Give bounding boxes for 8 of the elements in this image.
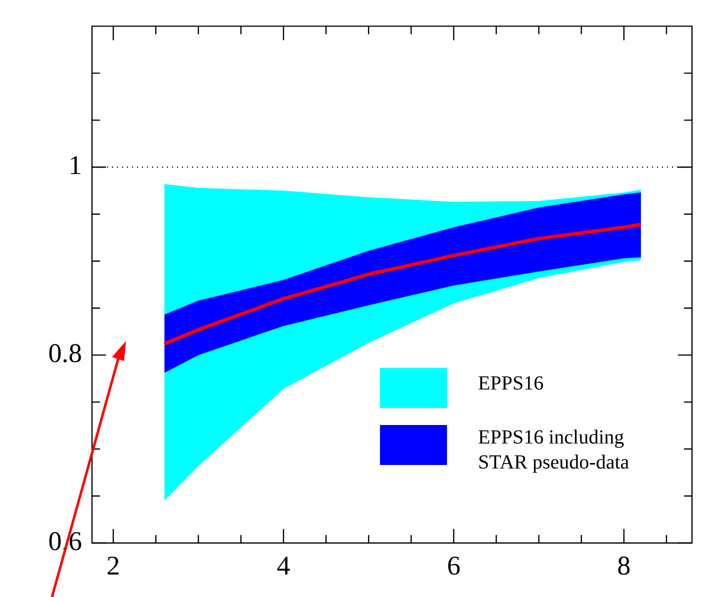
legend-label: EPPS16 including STAR pseudo-data	[478, 426, 630, 474]
y-tick-label: 0.8	[48, 338, 82, 368]
x-tick-label: 4	[276, 550, 291, 580]
legend-label: EPPS16	[478, 372, 544, 394]
x-tick-label: 6	[446, 550, 460, 580]
y-tick-label: 1	[68, 150, 82, 180]
x-tick-label: 2	[106, 550, 120, 580]
x-tick-label: 8	[617, 550, 631, 580]
